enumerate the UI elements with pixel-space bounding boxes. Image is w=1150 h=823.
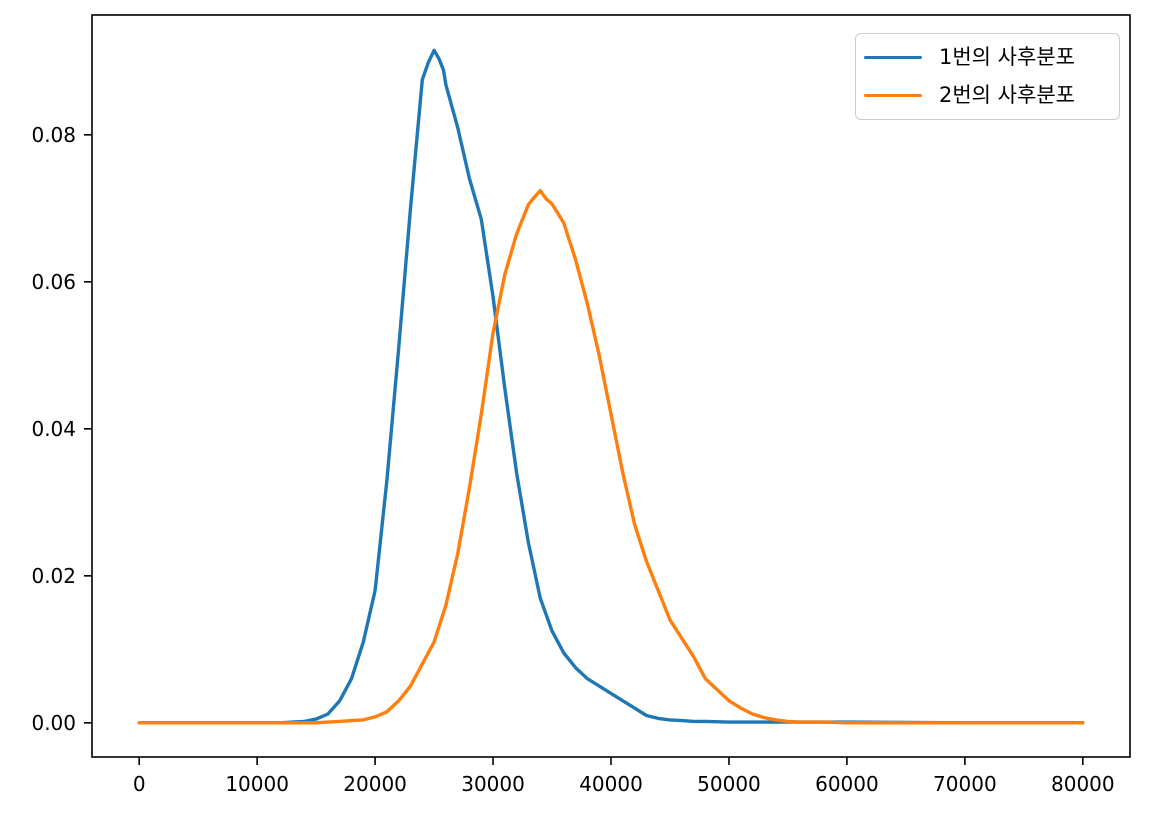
legend-entry-2: 2번의 사후분포 bbox=[856, 85, 1119, 106]
axis-ticks: 0 10000 20000 30000 40000 50000 60000 70000 8000… bbox=[31, 123, 1114, 796]
y-tick-label: 0.08 bbox=[31, 123, 76, 147]
x-tick-label: 80000 bbox=[1051, 772, 1115, 796]
x-tick-label: 30000 bbox=[461, 772, 525, 796]
x-tick-label: 20000 bbox=[343, 772, 407, 796]
legend-label-series-1: 1번의 사후분포 bbox=[939, 44, 1075, 69]
plot-frame bbox=[91, 14, 1131, 758]
curve-series-1 bbox=[137, 48, 1085, 725]
legend: 1번의 사후분포 2번의 사후분포 bbox=[855, 33, 1120, 120]
x-tick-label: 70000 bbox=[933, 772, 997, 796]
legend-line-series-1 bbox=[864, 55, 922, 59]
legend-line-series-2 bbox=[864, 94, 922, 98]
x-tick-label: 40000 bbox=[579, 772, 643, 796]
x-tick-label: 60000 bbox=[815, 772, 879, 796]
x-tick-label: 50000 bbox=[697, 772, 761, 796]
x-tick-label: 0 bbox=[133, 772, 146, 796]
legend-entry-1: 1번의 사후분포 bbox=[856, 44, 1119, 69]
plot-curves bbox=[137, 48, 1085, 725]
x-tick-label: 10000 bbox=[225, 772, 289, 796]
curve-series-2 bbox=[137, 188, 1085, 725]
legend-label-series-2: 2번의 사후분포 bbox=[939, 83, 1075, 108]
y-tick-label: 0.04 bbox=[31, 417, 76, 441]
y-tick-label: 0.00 bbox=[31, 711, 76, 735]
y-tick-label: 0.06 bbox=[31, 270, 76, 294]
y-tick-label: 0.02 bbox=[31, 564, 76, 588]
